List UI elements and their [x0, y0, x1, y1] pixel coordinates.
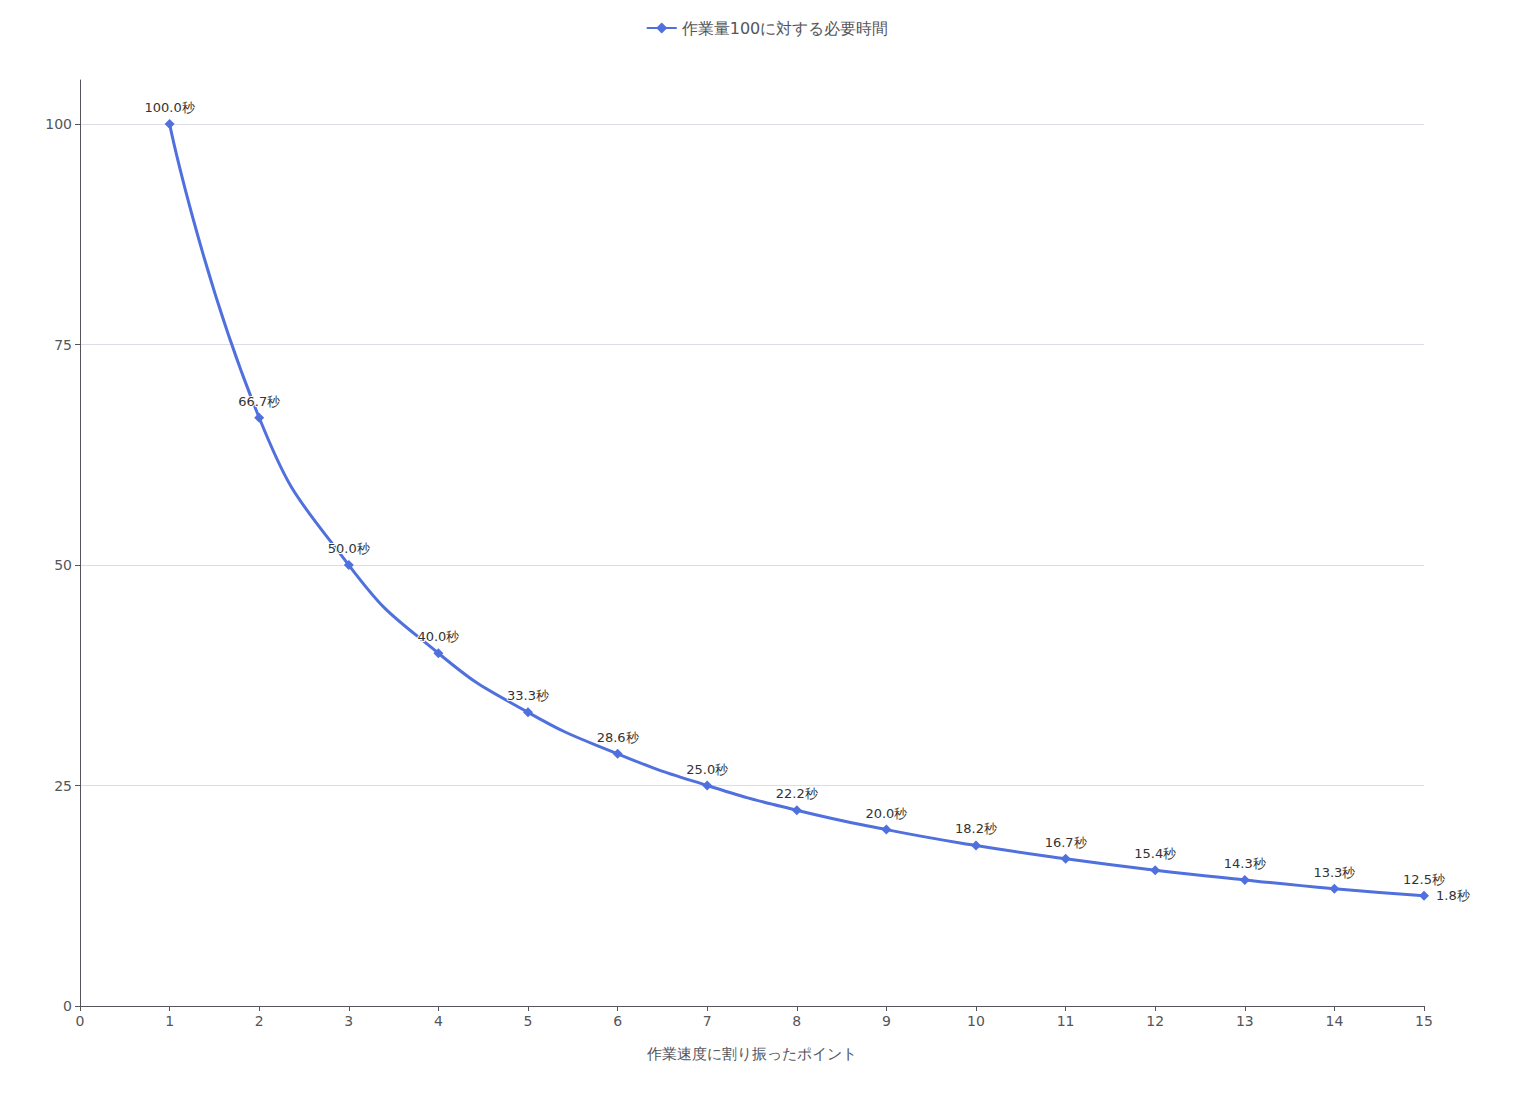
svg-text:1: 1 — [165, 1013, 174, 1029]
svg-text:28.6秒: 28.6秒 — [597, 730, 639, 745]
svg-text:22.2秒: 22.2秒 — [776, 786, 818, 801]
svg-text:作業量100に対する必要時間: 作業量100に対する必要時間 — [681, 19, 889, 38]
svg-text:1.8秒: 1.8秒 — [1436, 888, 1470, 903]
svg-text:作業速度に割り振ったポイント: 作業速度に割り振ったポイント — [646, 1045, 857, 1063]
svg-text:7: 7 — [703, 1013, 712, 1029]
svg-text:50: 50 — [54, 557, 72, 573]
svg-text:18.2秒: 18.2秒 — [955, 821, 997, 836]
svg-text:10: 10 — [967, 1013, 985, 1029]
svg-text:9: 9 — [882, 1013, 891, 1029]
svg-text:14: 14 — [1325, 1013, 1343, 1029]
svg-text:15.4秒: 15.4秒 — [1134, 846, 1176, 861]
svg-text:5: 5 — [524, 1013, 533, 1029]
svg-text:40.0秒: 40.0秒 — [417, 629, 459, 644]
svg-text:25.0秒: 25.0秒 — [686, 762, 728, 777]
svg-text:2: 2 — [255, 1013, 264, 1029]
svg-text:33.3秒: 33.3秒 — [507, 688, 549, 703]
svg-text:75: 75 — [54, 337, 72, 353]
svg-text:14.3秒: 14.3秒 — [1224, 856, 1266, 871]
svg-text:4: 4 — [434, 1013, 443, 1029]
svg-text:25: 25 — [54, 778, 72, 794]
svg-text:66.7秒: 66.7秒 — [238, 394, 280, 409]
svg-text:13: 13 — [1236, 1013, 1254, 1029]
svg-text:100.0秒: 100.0秒 — [144, 100, 194, 115]
svg-text:16.7秒: 16.7秒 — [1045, 835, 1087, 850]
svg-text:6: 6 — [613, 1013, 622, 1029]
svg-text:0: 0 — [76, 1013, 85, 1029]
svg-text:0: 0 — [63, 998, 72, 1014]
svg-text:12: 12 — [1146, 1013, 1164, 1029]
svg-text:12.5秒: 12.5秒 — [1403, 872, 1445, 887]
svg-text:3: 3 — [344, 1013, 353, 1029]
svg-text:13.3秒: 13.3秒 — [1313, 865, 1355, 880]
svg-text:50.0秒: 50.0秒 — [328, 541, 370, 556]
svg-text:15: 15 — [1415, 1013, 1433, 1029]
svg-text:100: 100 — [45, 116, 72, 132]
svg-text:11: 11 — [1057, 1013, 1075, 1029]
svg-text:8: 8 — [792, 1013, 801, 1029]
svg-text:20.0秒: 20.0秒 — [865, 806, 907, 821]
